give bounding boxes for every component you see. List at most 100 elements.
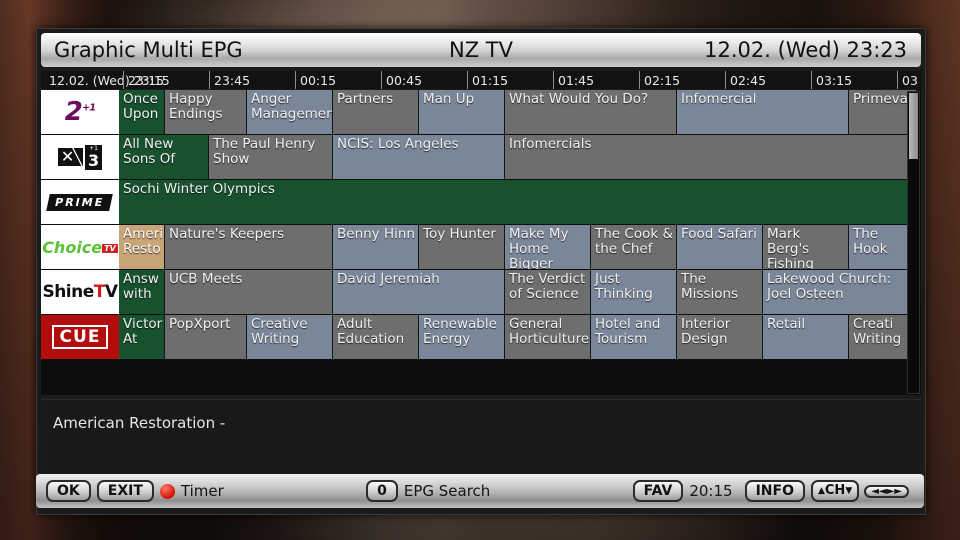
program-cell[interactable]: Renewable Energy bbox=[419, 315, 505, 359]
epg-channel-row[interactable]: PRIME Sochi Winter Olympics bbox=[41, 180, 921, 225]
shinetv-logo: ShineTV bbox=[42, 282, 118, 302]
time-slot: 23:15 bbox=[123, 71, 209, 89]
time-slot: 02:15 bbox=[639, 71, 725, 89]
program-cell[interactable]: Sochi Winter Olympics bbox=[119, 180, 917, 224]
epg-search-key-button[interactable]: 0 bbox=[366, 480, 398, 502]
time-slot: 02:45 bbox=[725, 71, 811, 89]
program-cell[interactable]: NCIS: Los Angeles bbox=[333, 135, 505, 179]
skip-icon: ◄◄►► bbox=[871, 485, 902, 497]
program-cell[interactable]: Retail bbox=[763, 315, 849, 359]
program-cell[interactable]: What Would You Do? bbox=[505, 90, 677, 134]
program-cell[interactable]: Creati Writing bbox=[849, 315, 917, 359]
tv3-logo: ✕╲ +1 3 bbox=[41, 135, 119, 179]
program-cell[interactable]: Food Safari bbox=[677, 225, 763, 269]
info-button[interactable]: INFO bbox=[744, 480, 805, 502]
timer-label[interactable]: Timer bbox=[180, 482, 224, 500]
channel-logo-cell[interactable]: PRIME bbox=[41, 180, 119, 225]
exit-button[interactable]: EXIT bbox=[96, 480, 154, 502]
program-cell[interactable]: Adult Education bbox=[333, 315, 419, 359]
epg-channel-row[interactable]: CUE Victor At PopXport Creative Writing Adul… bbox=[41, 315, 921, 360]
program-cell[interactable]: The Hook bbox=[849, 225, 917, 269]
program-cell[interactable]: Toy Hunter bbox=[419, 225, 505, 269]
prime-logo: PRIME bbox=[41, 180, 119, 224]
program-cell[interactable]: Anger Management bbox=[247, 90, 333, 134]
epg-grid[interactable]: 2+1 Once Upon Happy Endings Anger Managemen… bbox=[41, 90, 921, 395]
program-cell[interactable]: David Jeremiah bbox=[333, 270, 505, 314]
program-cell[interactable]: Primeval bbox=[849, 90, 917, 134]
program-lane: Once Upon Happy Endings Anger Management Pa… bbox=[119, 90, 921, 135]
skip-button[interactable]: ◄◄►► bbox=[864, 484, 909, 498]
grid-scrollbar-thumb[interactable] bbox=[909, 93, 918, 159]
channel-logo-cell[interactable]: CUE bbox=[41, 315, 119, 360]
program-cell[interactable]: Nature's Keepers bbox=[165, 225, 333, 269]
program-cell[interactable]: The Verdict of Science bbox=[505, 270, 591, 314]
program-cell[interactable]: Once Upon bbox=[119, 90, 165, 134]
program-lane: Answ with UCB Meets David Jeremiah The Verd… bbox=[119, 270, 921, 315]
program-cell[interactable]: Make My Home Bigger bbox=[505, 225, 591, 269]
program-cell-selected[interactable]: Ameri Resto bbox=[119, 225, 165, 269]
time-header: 12.02. (Wed) 23:15 23:15 23:45 00:15 00:45 0… bbox=[41, 71, 921, 89]
program-cell[interactable]: Infomercials bbox=[505, 135, 917, 179]
time-slot: 01:45 bbox=[553, 71, 639, 89]
program-cell[interactable]: Interior Design bbox=[677, 315, 763, 359]
time-slot: 01:15 bbox=[467, 71, 553, 89]
timer-record-icon[interactable] bbox=[159, 483, 175, 499]
title-bar: Graphic Multi EPG NZ TV 12.02. (Wed) 23:… bbox=[41, 33, 921, 67]
program-cell[interactable]: Infomercial bbox=[677, 90, 849, 134]
program-cell[interactable]: Man Up bbox=[419, 90, 505, 134]
program-cell[interactable]: The Missions bbox=[677, 270, 763, 314]
time-header-date: 12.02. (Wed) 23:15 bbox=[49, 73, 170, 88]
epg-channel-row[interactable]: Choice TV Ameri Resto Nature's Keepers Benny… bbox=[41, 225, 921, 270]
program-cell[interactable]: General Horticulture bbox=[505, 315, 591, 359]
program-cell[interactable]: The Cook & the Chef bbox=[591, 225, 677, 269]
program-cell[interactable]: Victor At bbox=[119, 315, 165, 359]
channel-logo-cell[interactable]: 2+1 bbox=[41, 90, 119, 135]
time-slot: 00:45 bbox=[381, 71, 467, 89]
program-cell[interactable]: Mark Berg's Fishing bbox=[763, 225, 849, 269]
program-cell[interactable]: Happy Endings bbox=[165, 90, 247, 134]
program-cell[interactable]: Hotel and Tourism bbox=[591, 315, 677, 359]
program-cell[interactable]: UCB Meets bbox=[165, 270, 333, 314]
epg-channel-row[interactable]: 2+1 Once Upon Happy Endings Anger Managemen… bbox=[41, 90, 921, 135]
choice-logo: Choice TV bbox=[42, 237, 118, 257]
bottom-toolbar: OK EXIT Timer 0 EPG Search FAV 20:15 INF… bbox=[36, 474, 924, 508]
epg-search-label[interactable]: EPG Search bbox=[403, 482, 491, 500]
channel-updown-button[interactable]: ▲ CH ▼ bbox=[810, 480, 860, 502]
program-cell[interactable]: Just Thinking bbox=[591, 270, 677, 314]
page-title: Graphic Multi EPG bbox=[54, 38, 243, 62]
time-slot: 03:15 bbox=[811, 71, 897, 89]
program-cell[interactable]: Creative Writing bbox=[247, 315, 333, 359]
program-lane: Ameri Resto Nature's Keepers Benny Hinn Toy… bbox=[119, 225, 921, 270]
program-cell[interactable]: All New Sons Of bbox=[119, 135, 209, 179]
tv2-logo: 2+1 bbox=[64, 97, 96, 127]
epg-channel-row[interactable]: ShineTV Answ with UCB Meets David Jeremiah T… bbox=[41, 270, 921, 315]
channel-logo-cell[interactable]: ShineTV bbox=[41, 270, 119, 315]
cue-logo: CUE bbox=[41, 315, 119, 359]
grid-scrollbar[interactable] bbox=[907, 91, 920, 394]
time-slot: 23:45 bbox=[209, 71, 295, 89]
ok-button[interactable]: OK bbox=[46, 480, 91, 502]
chevron-up-icon: ▲ bbox=[817, 486, 825, 496]
time-slot: 00:15 bbox=[295, 71, 381, 89]
epg-panel: Graphic Multi EPG NZ TV 12.02. (Wed) 23:… bbox=[36, 28, 926, 515]
program-lane: All New Sons Of The Paul Henry Show NCIS: … bbox=[119, 135, 921, 180]
program-cell[interactable]: The Paul Henry Show bbox=[209, 135, 333, 179]
epg-channel-row[interactable]: ✕╲ +1 3 All New Sons Of The Paul Henry Show N… bbox=[41, 135, 921, 180]
channel-logo-cell[interactable]: Choice TV bbox=[41, 225, 119, 270]
program-lane: Sochi Winter Olympics bbox=[119, 180, 921, 225]
program-lane: Victor At PopXport Creative Writing Adult E… bbox=[119, 315, 921, 360]
channel-label: CH bbox=[824, 483, 846, 498]
current-datetime: 12.02. (Wed) 23:23 bbox=[704, 38, 907, 62]
program-cell[interactable]: Lakewood Church: Joel Osteen bbox=[763, 270, 917, 314]
program-cell[interactable]: Answ with bbox=[119, 270, 165, 314]
bouquet-name: NZ TV bbox=[449, 38, 513, 62]
fav-button[interactable]: FAV bbox=[632, 480, 684, 502]
chevron-down-icon: ▼ bbox=[845, 486, 853, 496]
time-slot: 03 bbox=[897, 71, 960, 89]
program-cell[interactable]: Benny Hinn bbox=[333, 225, 419, 269]
program-cell[interactable]: Partners bbox=[333, 90, 419, 134]
channel-logo-cell[interactable]: ✕╲ +1 3 bbox=[41, 135, 119, 180]
toolbar-clock: 20:15 bbox=[689, 482, 733, 500]
program-cell[interactable]: PopXport bbox=[165, 315, 247, 359]
